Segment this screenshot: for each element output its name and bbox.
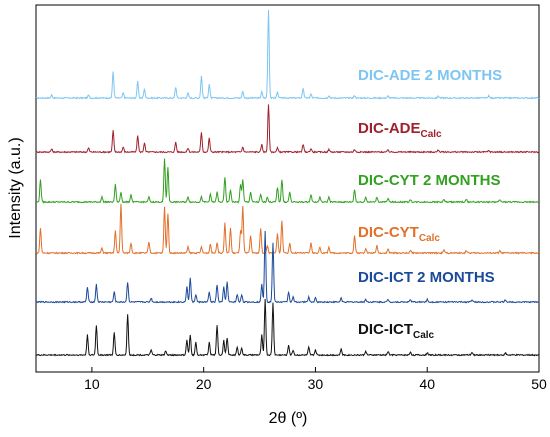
series-labels: DIC-ADE 2 MONTHS DIC-ADECalc DIC-CYT 2 MON…	[358, 67, 502, 341]
plot-frame	[35, 4, 540, 373]
series-line-1	[35, 104, 540, 154]
x-axis-ticks: 10 20 30 40 50	[84, 367, 547, 392]
x-tick-label: 10	[84, 376, 100, 392]
x-tick-label: 40	[419, 376, 435, 392]
series-label-1: DIC-ADECalc	[358, 120, 442, 140]
series-traces	[35, 10, 540, 357]
series-line-4	[35, 231, 540, 304]
series-label-2: DIC-CYT 2 MONTHS	[358, 172, 501, 189]
x-tick-label: 20	[196, 376, 212, 392]
series-line-5	[35, 298, 540, 357]
series-label-5: DIC-ICTCalc	[358, 321, 435, 341]
x-tick-label: 30	[308, 376, 324, 392]
series-label-0: DIC-ADE 2 MONTHS	[358, 67, 502, 84]
x-axis-label: 2θ (º)	[269, 410, 308, 427]
y-axis-label: Intensity (a.u.)	[7, 137, 24, 238]
series-line-3	[35, 203, 540, 255]
series-line-2	[35, 158, 540, 204]
series-line-0	[35, 10, 540, 100]
series-label-3: DIC-CYTCalc	[358, 224, 440, 244]
series-label-4: DIC-ICT 2 MONTHS	[358, 269, 495, 286]
x-tick-label: 50	[531, 376, 547, 392]
